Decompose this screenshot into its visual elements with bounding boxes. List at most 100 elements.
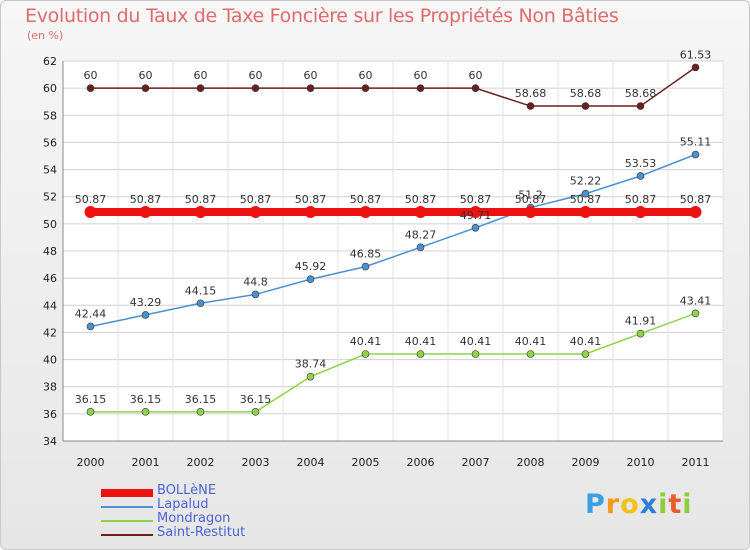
series-line [90, 312, 696, 413]
data-label: 40.41 [350, 335, 382, 348]
data-point [469, 206, 482, 219]
legend-label: Mondragon [157, 511, 231, 526]
data-point [361, 84, 370, 92]
data-label: 44.8 [243, 275, 268, 288]
data-label: 60 [194, 69, 208, 82]
data-point [306, 372, 315, 381]
data-point [416, 350, 425, 358]
data-point [86, 408, 95, 416]
data-point [84, 206, 97, 219]
legend-swatch [101, 520, 153, 522]
data-label: 60 [414, 69, 428, 82]
data-label: 45.92 [295, 260, 327, 273]
data-point [471, 223, 480, 232]
y-tick-label: 50 [43, 218, 57, 231]
data-point [416, 84, 425, 92]
data-label: 43.41 [680, 294, 712, 307]
data-point [141, 311, 150, 319]
data-point [526, 102, 535, 110]
data-label: 50.87 [625, 193, 657, 206]
data-point [634, 206, 647, 219]
data-point [251, 408, 260, 416]
x-tick-label: 2009 [572, 456, 600, 469]
legend-swatch [101, 534, 153, 536]
x-tick-label: 2008 [517, 456, 545, 469]
data-point [689, 206, 702, 219]
data-label: 50.87 [515, 193, 547, 206]
data-label: 44.15 [185, 284, 217, 297]
data-label: 38.74 [295, 358, 327, 371]
x-tick-label: 2004 [297, 456, 325, 469]
y-tick-label: 56 [43, 136, 57, 149]
data-label: 36.15 [130, 393, 162, 406]
data-point [194, 206, 207, 219]
data-point [86, 84, 95, 92]
chart-title: Evolution du Taux de Taxe Foncière sur l… [25, 5, 619, 27]
data-label: 46.85 [350, 248, 382, 261]
data-label: 55.11 [680, 136, 712, 149]
logo-letter: r [605, 489, 621, 520]
data-label: 41.91 [625, 315, 657, 328]
data-point [251, 290, 260, 299]
data-label: 50.87 [185, 193, 217, 206]
data-label: 50.87 [295, 193, 327, 206]
data-point [636, 172, 645, 180]
legend-swatch [101, 506, 153, 508]
data-point [361, 262, 370, 271]
data-label: 61.53 [680, 48, 712, 61]
y-tick-label: 62 [43, 55, 57, 68]
data-point [306, 84, 315, 92]
x-tick-label: 2002 [187, 456, 215, 469]
data-label: 60 [249, 69, 263, 82]
logo-letter: P [585, 489, 606, 520]
data-label: 36.15 [240, 393, 272, 406]
data-point [691, 63, 700, 72]
data-point [196, 299, 205, 308]
y-tick-label: 44 [43, 299, 57, 312]
data-point [579, 206, 592, 219]
data-label: 36.15 [75, 393, 107, 406]
y-tick-label: 38 [43, 381, 57, 394]
data-label: 43.29 [130, 296, 162, 309]
data-label: 58.68 [515, 87, 547, 100]
data-label: 49.71 [460, 209, 492, 222]
data-point [471, 84, 480, 92]
data-label: 50.87 [570, 193, 602, 206]
data-point [581, 189, 590, 198]
logo-letter: t [668, 489, 683, 520]
x-tick-label: 2000 [77, 456, 105, 469]
x-tick-label: 2005 [352, 456, 380, 469]
data-label: 60 [304, 69, 318, 82]
series-line [90, 66, 696, 107]
data-point [251, 84, 260, 92]
x-tick-label: 2006 [407, 456, 435, 469]
data-label: 42.44 [75, 307, 107, 320]
data-point [361, 350, 370, 358]
series-line [90, 153, 696, 328]
y-tick-label: 42 [43, 326, 57, 339]
data-point [636, 102, 645, 110]
x-tick-label: 2003 [242, 456, 270, 469]
y-tick-label: 54 [43, 164, 57, 177]
logo-letter: o [620, 489, 640, 520]
data-point [139, 206, 152, 219]
data-label: 50.87 [460, 193, 492, 206]
data-label: 48.27 [405, 228, 437, 241]
data-label: 40.41 [460, 335, 492, 348]
logo-letter: i [658, 489, 669, 520]
logo-letter: i [682, 489, 693, 520]
data-label: 60 [359, 69, 373, 82]
proxiti-logo: Proxiti [585, 489, 693, 520]
data-label: 51.2 [518, 189, 543, 202]
data-point [581, 350, 590, 358]
data-label: 50.87 [680, 193, 712, 206]
data-label: 52.22 [570, 175, 602, 188]
data-label: 58.68 [625, 87, 657, 100]
data-point [304, 206, 317, 219]
data-point [196, 84, 205, 92]
x-tick-label: 2011 [682, 456, 710, 469]
data-point [526, 350, 535, 358]
data-point [249, 206, 262, 219]
data-label: 60 [469, 69, 483, 82]
